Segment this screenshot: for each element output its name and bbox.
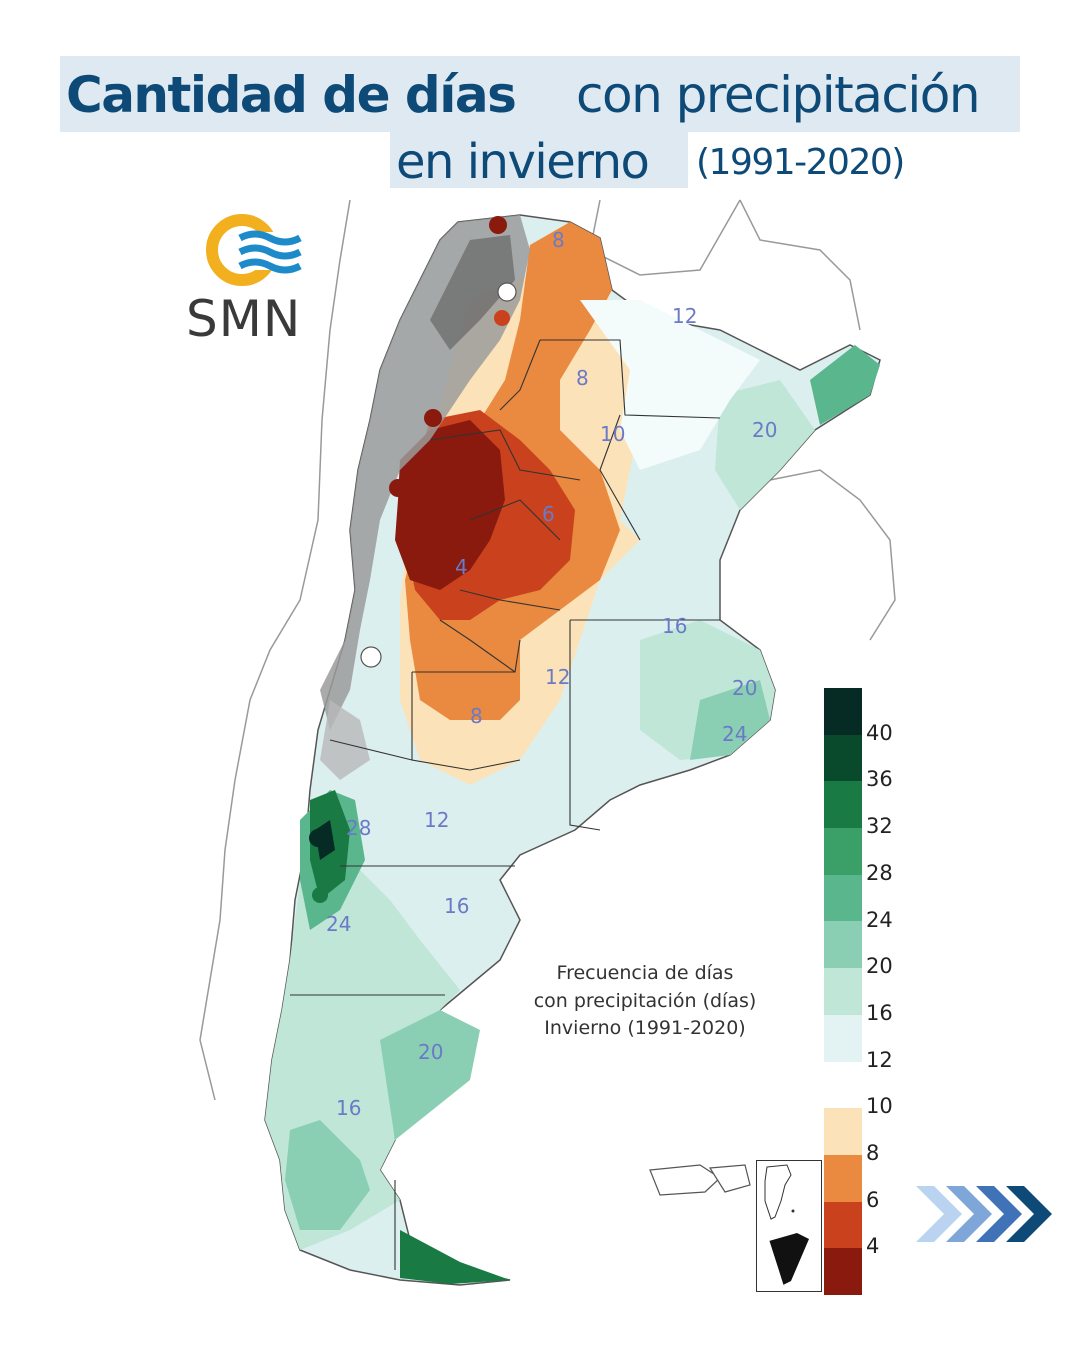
contour-label: 8 [552, 228, 565, 252]
map-caption-line: Frecuencia de días [556, 962, 734, 984]
contour-label: 24 [722, 722, 748, 746]
legend-swatch [824, 1061, 862, 1109]
andes-terrain [320, 215, 530, 780]
legend-swatch [824, 734, 862, 782]
neighbor-borders [199, 199, 896, 1101]
legend-swatch [824, 1108, 862, 1155]
contour-label: 12 [424, 808, 450, 832]
legend-swatch [824, 1014, 862, 1062]
title-bold: Cantidad de días [66, 66, 517, 124]
legend-swatch [824, 688, 862, 735]
contour-label: 8 [470, 704, 483, 728]
title-light: con precipitación [576, 66, 981, 124]
map-caption: Frecuencia de días con precipitación (dí… [500, 960, 790, 1043]
legend-tick-label: 20 [866, 954, 893, 979]
legend-tick-label: 6 [866, 1187, 880, 1212]
legend-tick-label: 32 [866, 814, 893, 839]
title-line-1: Cantidad de días con precipitación [60, 56, 1020, 132]
map-caption-line: con precipitación (días) [533, 989, 757, 1012]
legend-swatch [824, 781, 862, 829]
legend-swatch [824, 921, 862, 969]
title-line-2: en invierno [390, 132, 688, 188]
legend-swatch [824, 1201, 862, 1249]
legend-tick-label: 24 [866, 907, 893, 932]
contour-label: 28 [346, 816, 372, 840]
legend-tick-label: 12 [866, 1047, 893, 1072]
legend-swatch [824, 828, 862, 875]
contour-label: 8 [576, 366, 589, 390]
inset-map-drawing [764, 1164, 809, 1286]
legend-swatch [824, 1154, 862, 1202]
contour-label: 16 [444, 894, 470, 918]
map-caption-line: Invierno (1991-2020) [544, 1017, 746, 1040]
legend-tick-label: 16 [866, 1000, 893, 1025]
color-legend [824, 688, 862, 1295]
station-dots [309, 216, 517, 903]
legend-swatch [824, 874, 862, 922]
legend-tick-label: 4 [866, 1234, 880, 1259]
legend-tick-label: 40 [866, 720, 893, 745]
next-arrows-icon[interactable] [916, 1184, 1066, 1244]
contour-label: 24 [326, 912, 352, 936]
legend-tick-label: 8 [866, 1141, 880, 1165]
contour-label: 20 [418, 1040, 444, 1064]
province-borders [290, 339, 721, 1270]
contour-label: 6 [542, 502, 555, 526]
contour-label: 4 [455, 555, 468, 579]
contour-label: 10 [600, 422, 626, 446]
legend-tick-label: 28 [866, 860, 893, 885]
title-line2-text: en invierno [396, 134, 650, 190]
legend-swatch [824, 1248, 862, 1295]
legend-tick-label: 36 [866, 767, 893, 792]
argentina-precipitation-map [199, 199, 896, 1286]
contour-label: 20 [732, 676, 758, 700]
contour-label: 16 [336, 1096, 362, 1120]
precipitation-bands [265, 222, 880, 1284]
contour-label: 16 [662, 614, 688, 638]
smn-logo-icon [206, 214, 302, 286]
inset-map [756, 1160, 822, 1292]
contour-label: 12 [672, 304, 698, 328]
malvinas-islands [649, 1164, 751, 1196]
contour-label: 20 [752, 418, 778, 442]
contour-label: 12 [545, 665, 571, 689]
title-years: (1991-2020) [696, 142, 905, 183]
legend-tick-label: 10 [866, 1094, 893, 1119]
smn-logo-text: SMN [186, 290, 302, 348]
legend-swatch [824, 968, 862, 1015]
